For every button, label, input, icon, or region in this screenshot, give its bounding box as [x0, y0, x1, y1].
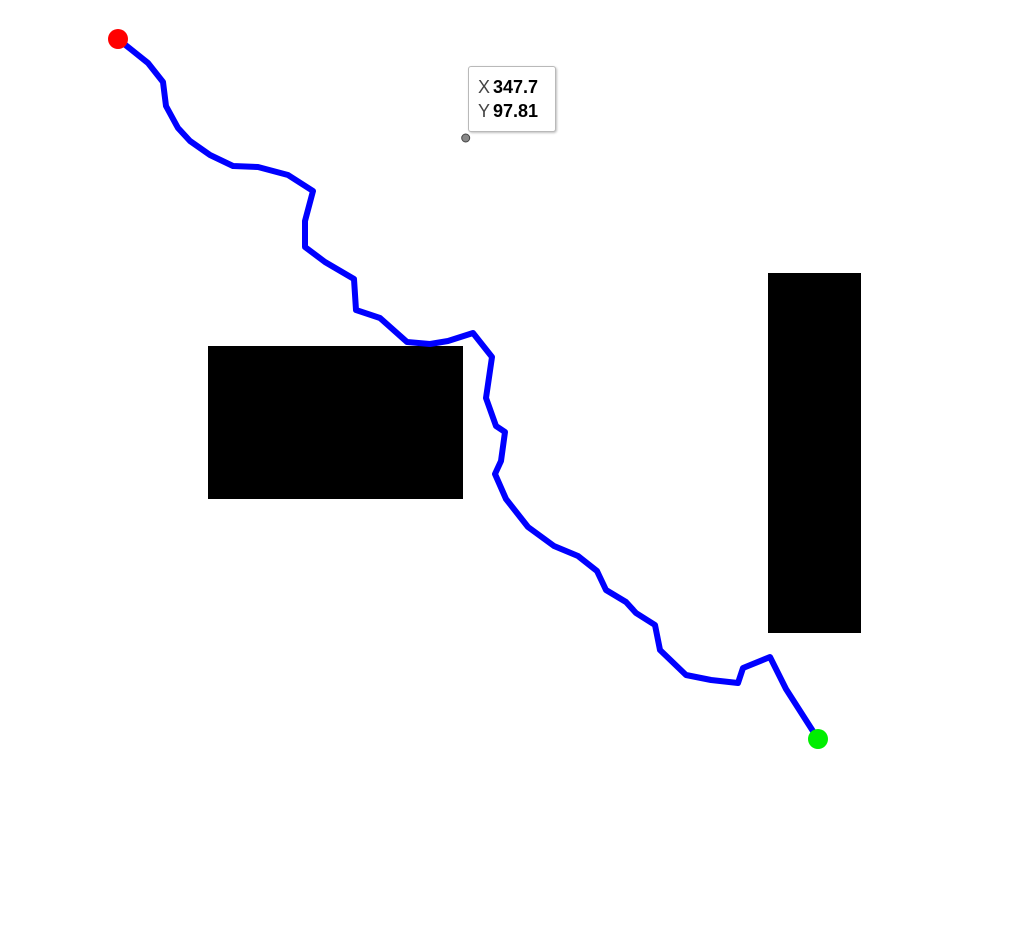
- obstacle-1: [208, 346, 463, 499]
- datatip-y-row: Y 97.81: [478, 99, 555, 123]
- datatip-x-label: X: [478, 77, 491, 97]
- endpoints: [108, 29, 828, 749]
- datatip-y-value: 97.81: [493, 101, 539, 121]
- goal-marker: [808, 729, 828, 749]
- solution-path: [115, 36, 821, 742]
- path-layer: [115, 36, 821, 742]
- datatip-x-value: 347.7: [493, 77, 539, 97]
- datatip-anchor: [461, 133, 471, 143]
- obstacles: [208, 273, 861, 633]
- datatip-x-row: X 347.7: [478, 75, 555, 99]
- obstacle-2: [768, 273, 861, 633]
- datatip[interactable]: X 347.7 Y 97.81: [468, 66, 556, 132]
- datatip-y-label: Y: [478, 101, 491, 121]
- start-marker: [108, 29, 128, 49]
